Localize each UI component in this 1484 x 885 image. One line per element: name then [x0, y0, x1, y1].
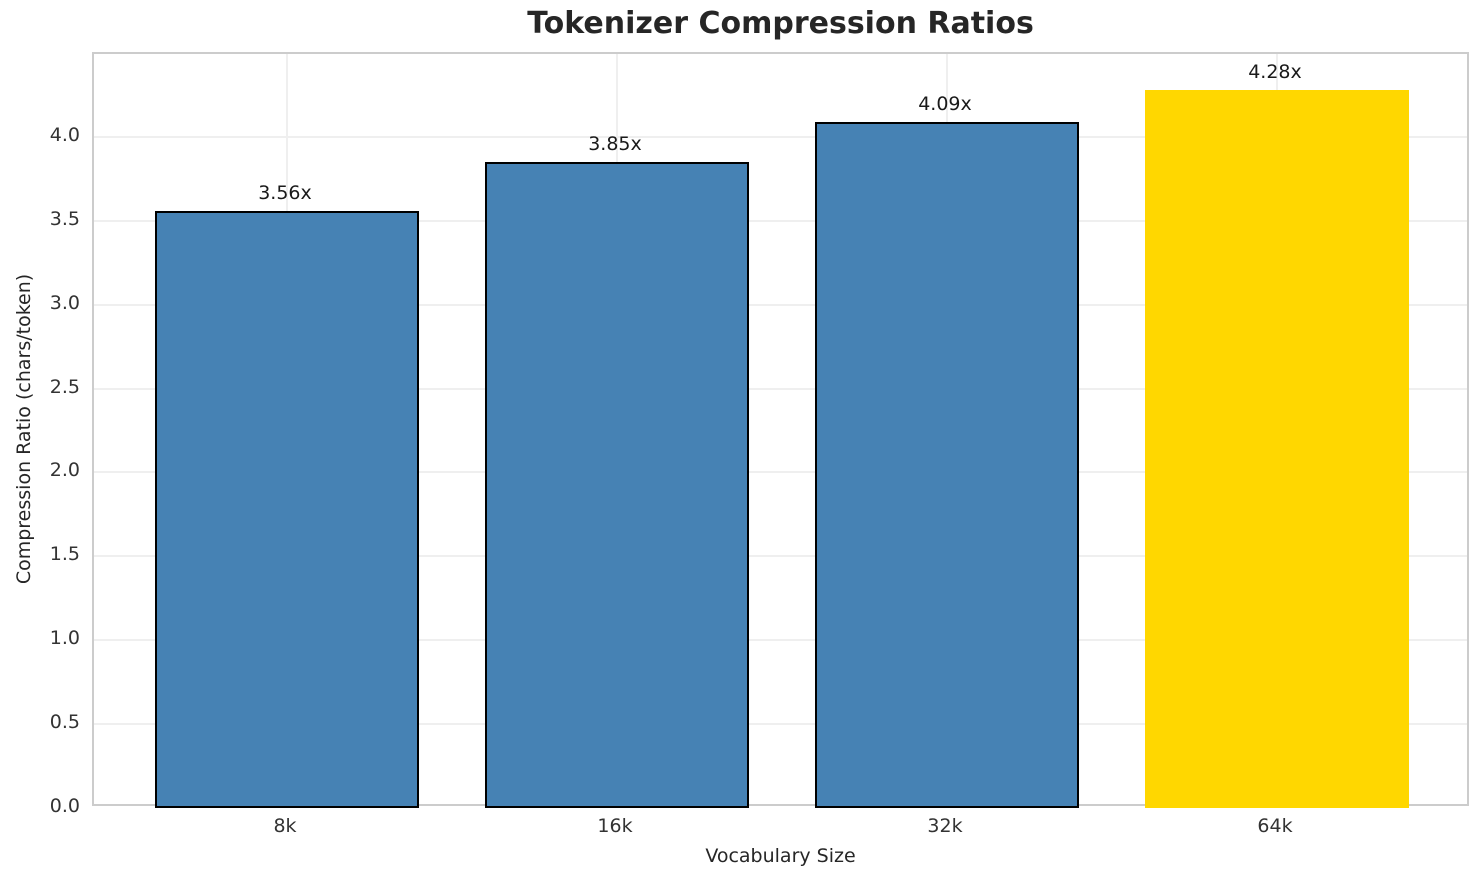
gridline-horizontal	[94, 135, 1467, 138]
bar-32k	[815, 121, 1079, 808]
y-tick-label: 2.5	[49, 375, 80, 398]
bar-value-label: 3.56x	[258, 181, 312, 204]
y-tick-label: 1.5	[49, 543, 80, 566]
chart-title: Tokenizer Compression Ratios	[527, 6, 1034, 41]
bar-8k	[155, 210, 419, 808]
y-tick-label: 3.5	[49, 207, 80, 230]
y-tick-label: 3.0	[49, 291, 80, 314]
bar-64k	[1145, 89, 1409, 808]
gridline-horizontal	[94, 471, 1467, 474]
gridline-horizontal	[94, 723, 1467, 726]
gridline-horizontal	[94, 387, 1467, 390]
gridline-horizontal	[94, 639, 1467, 642]
y-tick-label: 0.5	[49, 711, 80, 734]
x-tick-label: 64k	[1257, 815, 1293, 837]
bar-value-label: 4.28x	[1248, 60, 1302, 83]
y-tick-label: 1.0	[49, 627, 80, 650]
x-axis-label: Vocabulary Size	[705, 845, 856, 867]
plot-area	[92, 52, 1469, 808]
y-tick-label: 0.0	[49, 795, 80, 817]
y-tick-label: 4.0	[49, 123, 80, 146]
y-axis-label: Compression Ratio (chars/token)	[13, 273, 35, 585]
bar-value-label: 4.09x	[918, 92, 972, 115]
gridline-horizontal	[94, 555, 1467, 558]
gridline-horizontal	[94, 219, 1467, 222]
bar-value-label: 3.85x	[588, 133, 642, 156]
gridline-horizontal	[94, 303, 1467, 306]
x-tick-label: 16k	[597, 815, 633, 837]
x-tick-label: 32k	[927, 815, 963, 837]
x-tick-label: 8k	[273, 815, 297, 837]
bar-16k	[485, 162, 749, 808]
y-tick-label: 2.0	[49, 459, 80, 482]
